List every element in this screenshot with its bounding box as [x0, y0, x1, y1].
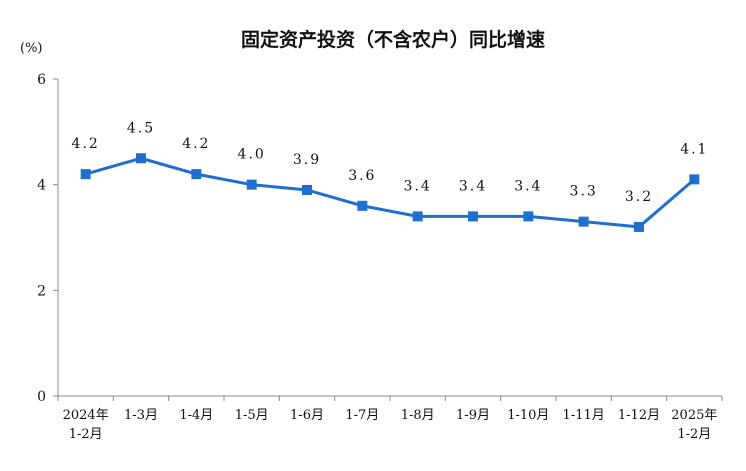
x-tick-labels: 2024年 1-2月 1-3月 1-4月 1-5月 1-6月 1-7月 1-8月 1-9月 1-1… — [63, 408, 718, 442]
x-tick-label: 1-3月 — [124, 408, 158, 423]
x-tick-label: 1-7月 — [345, 408, 379, 423]
x-tick-label-line: 1-6月 — [290, 408, 324, 423]
data-point-marker — [246, 179, 257, 190]
data-label: 4.2 — [72, 136, 100, 152]
data-label: 4.2 — [182, 136, 210, 152]
x-tick-label: 1-4月 — [179, 408, 213, 423]
x-tick-label: 2025年 1-2月 — [671, 408, 717, 442]
data-label: 3.4 — [459, 178, 487, 194]
data-label: 3.4 — [404, 178, 432, 194]
data-point-marker — [80, 169, 91, 180]
data-label: 3.9 — [293, 152, 321, 168]
y-tick-label: 2 — [37, 283, 46, 299]
y-tick-label: 6 — [37, 72, 46, 88]
x-tick-label: 1-5月 — [235, 408, 269, 423]
x-tick-label-line: 1-2月 — [677, 427, 711, 442]
data-point-marker — [412, 211, 423, 222]
y-unit-label: (%) — [20, 41, 43, 56]
x-tick-label-line: 1-7月 — [345, 408, 379, 423]
data-point-marker — [689, 174, 700, 185]
x-tick-label: 1-12月 — [618, 408, 660, 423]
x-tick-label-line: 1-12月 — [618, 408, 660, 423]
data-label: 3.4 — [514, 178, 542, 194]
data-label: 3.6 — [348, 168, 376, 184]
data-label: 3.3 — [570, 184, 598, 200]
x-tick-label-line: 1-9月 — [456, 408, 490, 423]
x-tick-label-line: 1-5月 — [235, 408, 269, 423]
x-tick-label: 1-11月 — [563, 408, 605, 423]
data-point-marker — [136, 153, 146, 164]
series-polyline — [85, 156, 696, 229]
x-tick-label: 2024年 1-2月 — [63, 408, 109, 442]
data-point-marker — [634, 221, 644, 232]
data-point-marker — [191, 169, 202, 180]
x-tick-label-line: 1-4月 — [179, 408, 213, 423]
x-tick-label-line: 1-11月 — [563, 408, 605, 423]
data-label: 4.0 — [238, 147, 266, 163]
x-tick-label-line: 1-8月 — [401, 408, 435, 423]
x-tick-label: 1-8月 — [401, 408, 435, 423]
x-tick-label: 1-10月 — [507, 408, 549, 423]
x-tick-label: 1-9月 — [456, 408, 490, 423]
y-tick-label: 4 — [37, 178, 46, 194]
data-label: 4.1 — [680, 141, 708, 157]
data-point-marker — [468, 211, 478, 222]
x-tick-label-line: 1-2月 — [69, 427, 103, 442]
data-point-marker — [357, 200, 368, 211]
x-tick-label: 1-6月 — [290, 408, 324, 423]
x-tick-label-line: 1-10月 — [507, 408, 549, 423]
data-labels: 4.2 4.5 4.2 4.0 3.9 3.6 3.4 3.4 3.4 3.3 3.2 4.1 — [72, 120, 708, 205]
chart-title: 固定资产投资（不含农户）同比增速 — [241, 28, 545, 51]
series-line — [80, 153, 700, 232]
data-point-marker — [302, 184, 312, 195]
y-tick-labels: 0 2 4 6 — [37, 72, 46, 405]
data-label: 4.5 — [127, 120, 155, 136]
data-label: 3.2 — [625, 189, 653, 205]
data-point-marker — [523, 211, 534, 222]
x-tick-label-line: 2024年 — [63, 408, 109, 423]
y-tick-label: 0 — [37, 389, 46, 405]
x-tick-label-line: 1-3月 — [124, 408, 158, 423]
axes — [53, 78, 723, 401]
data-point-marker — [578, 216, 589, 227]
x-tick-label-line: 2025年 — [671, 408, 717, 423]
